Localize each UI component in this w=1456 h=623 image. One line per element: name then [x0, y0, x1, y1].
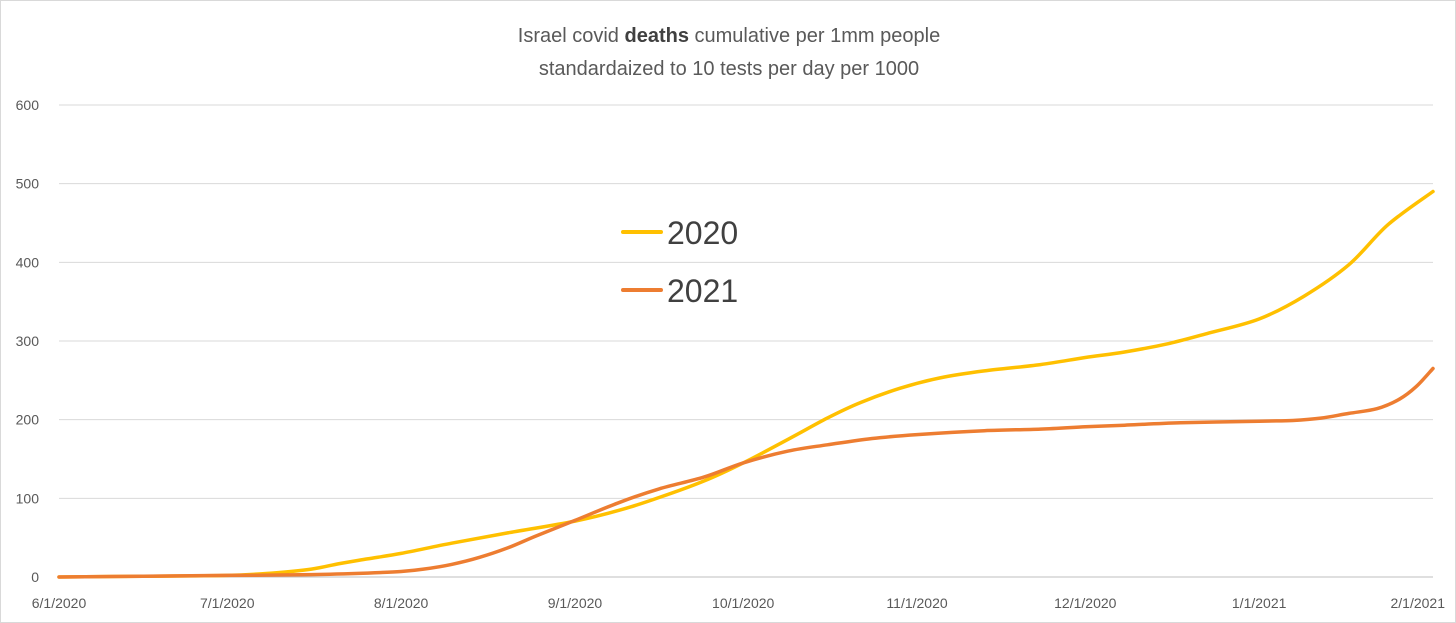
y-axis-ticks: 0 100 200 300 400 500 600: [16, 97, 40, 585]
x-tick-label: 12/1/2020: [1054, 595, 1116, 611]
legend-label-2021: 2021: [667, 273, 738, 309]
chart-title-line1: Israel covid deaths cumulative per 1mm p…: [518, 25, 940, 47]
y-tick-label: 0: [31, 569, 39, 585]
legend-label-2020: 2020: [667, 215, 738, 251]
series-line-2021: [57, 366, 1435, 579]
y-tick-label: 100: [16, 490, 40, 506]
x-tick-label: 2/1/2021: [1391, 595, 1446, 611]
y-tick-label: 500: [16, 176, 40, 192]
y-tick-label: 200: [16, 412, 40, 428]
chart-title-line2: standardaized to 10 tests per day per 10…: [539, 58, 919, 80]
x-tick-label: 1/1/2021: [1232, 595, 1287, 611]
series-lines: [57, 189, 1435, 579]
x-tick-label: 9/1/2020: [548, 595, 603, 611]
x-tick-label: 6/1/2020: [32, 595, 87, 611]
x-tick-label: 8/1/2020: [374, 595, 429, 611]
x-tick-label: 10/1/2020: [712, 595, 774, 611]
y-tick-label: 400: [16, 254, 40, 270]
y-tick-label: 600: [16, 97, 40, 113]
x-tick-label: 7/1/2020: [200, 595, 255, 611]
legend: 2020 2021: [621, 215, 738, 309]
series-line-2020: [57, 189, 1435, 579]
gridlines: [59, 104, 1433, 578]
y-tick-label: 300: [16, 333, 40, 349]
x-tick-label: 11/1/2020: [886, 595, 947, 611]
x-axis-ticks: 6/1/2020 7/1/2020 8/1/2020 9/1/2020 10/1/202…: [32, 595, 1445, 611]
